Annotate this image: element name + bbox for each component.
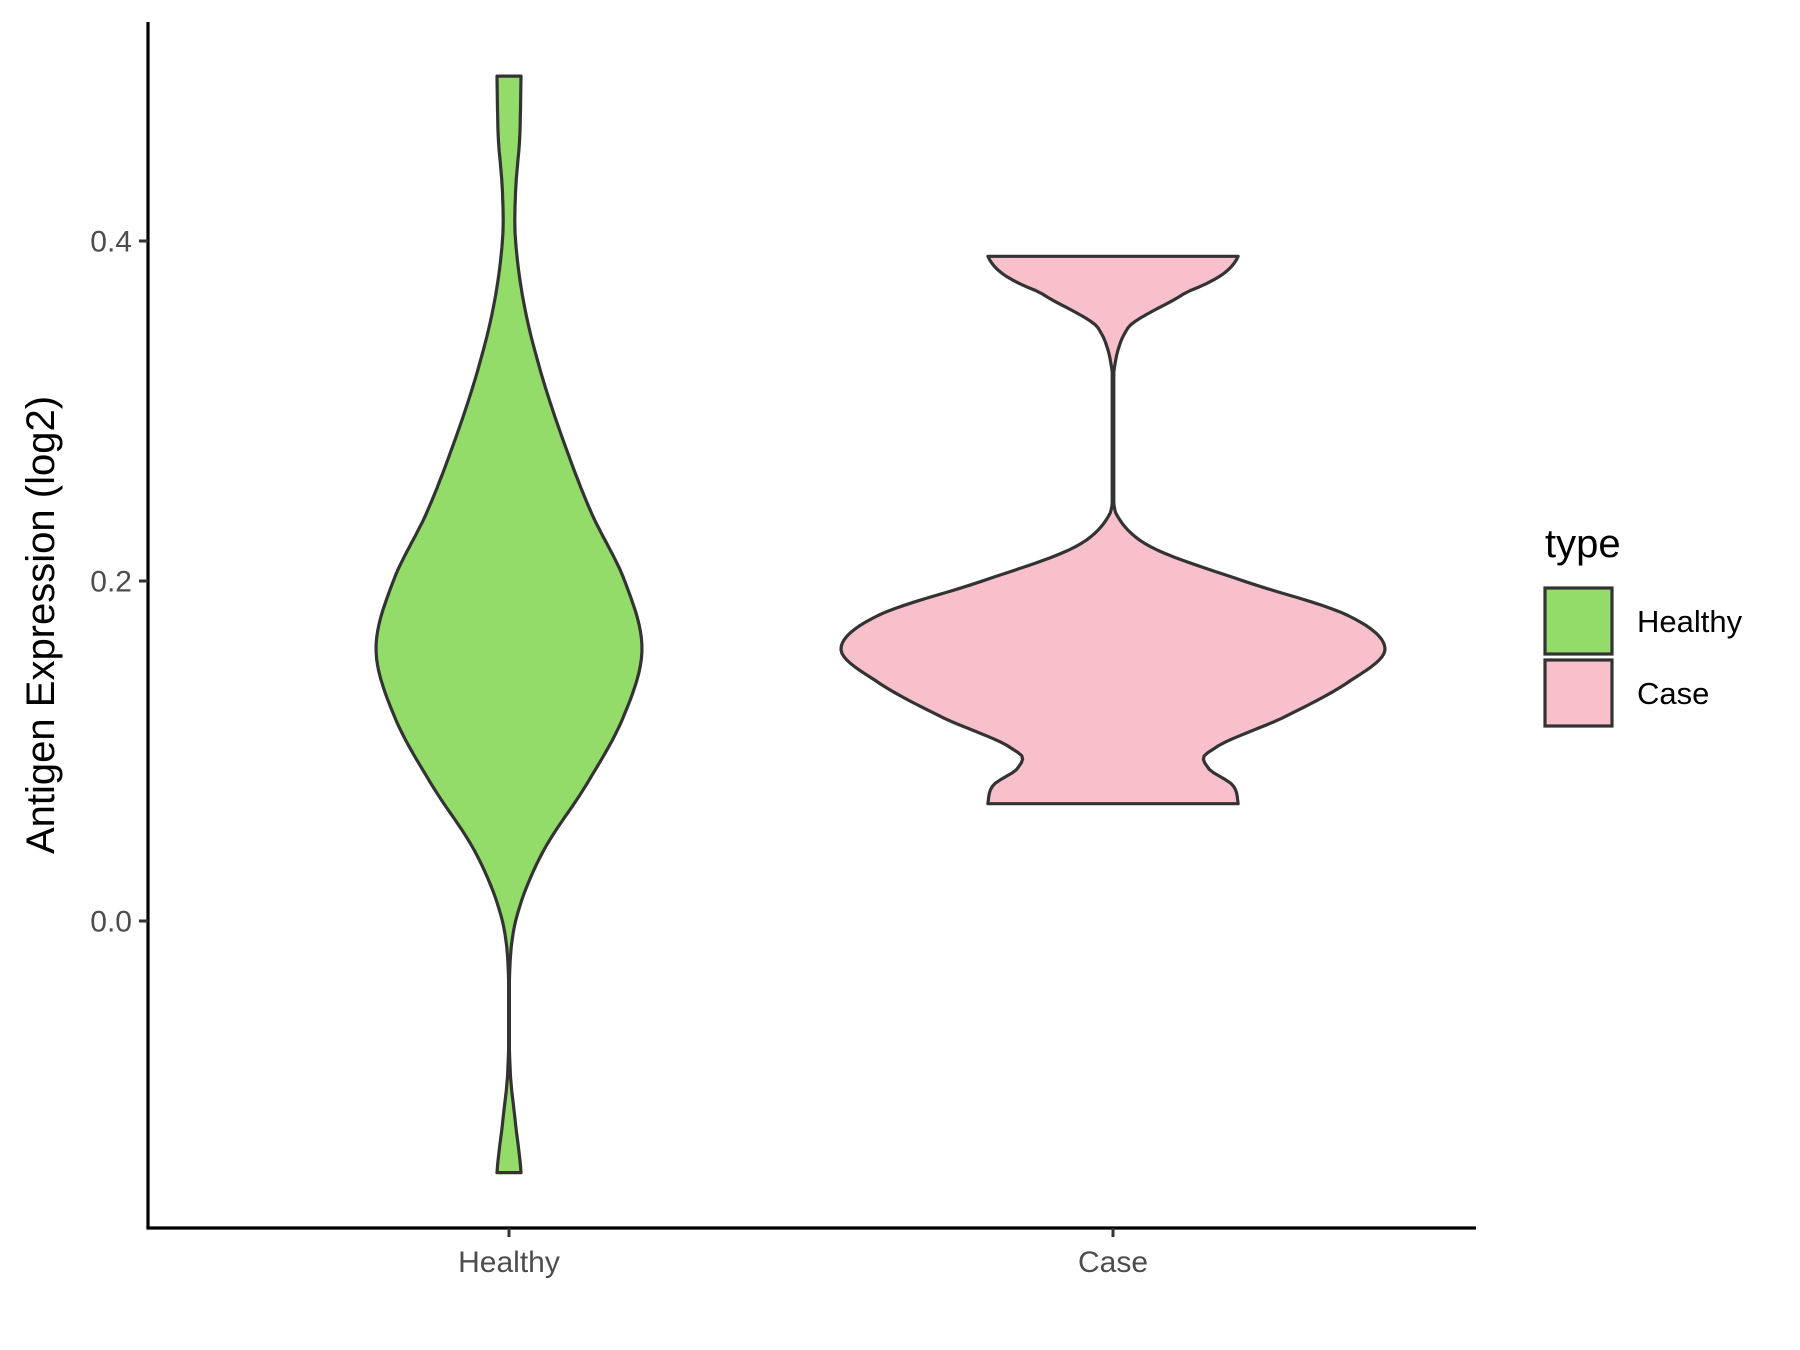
- violin-healthy: [374, 74, 644, 1175]
- y-tick-label: 0.4: [90, 226, 132, 259]
- legend-key-case: [1543, 658, 1614, 728]
- x-tick-label: Case: [1078, 1246, 1148, 1279]
- y-tick-label: 0.0: [90, 906, 132, 939]
- legend-label: Healthy: [1637, 604, 1743, 639]
- legend-items: Healthy Case: [1543, 586, 1743, 728]
- x-ticks: Healthy Case: [458, 1228, 1148, 1279]
- violins-layer: [374, 74, 1387, 1175]
- x-tick-label: Healthy: [458, 1246, 560, 1279]
- axes-layer: [146, 22, 1476, 1230]
- legend-label: Case: [1637, 676, 1709, 711]
- y-tick-label: 0.2: [90, 566, 132, 599]
- legend-title: type: [1545, 522, 1621, 566]
- violin-case: [839, 254, 1387, 806]
- y-axis-title: Antigen Expression (log2): [19, 396, 63, 854]
- y-ticks: 0.0 0.2 0.4: [90, 226, 148, 939]
- legend: type Healthy Case: [1543, 522, 1743, 728]
- legend-key-healthy: [1543, 586, 1614, 656]
